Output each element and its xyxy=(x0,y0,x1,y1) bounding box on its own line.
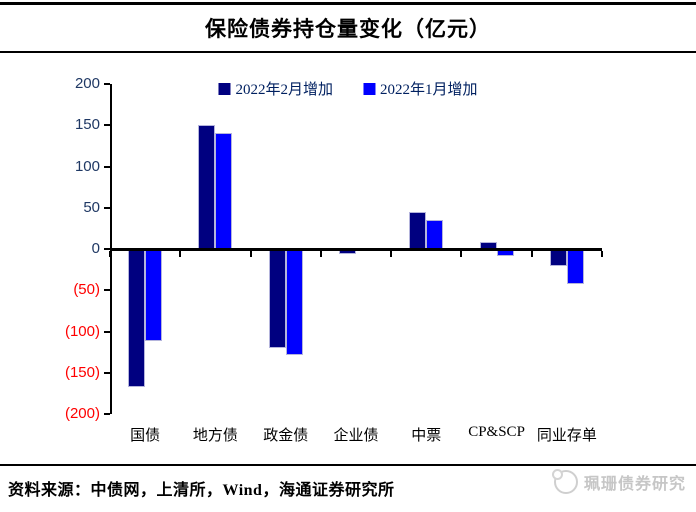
y-tick--150 xyxy=(104,371,110,374)
top-rule xyxy=(0,2,696,5)
y-tick-label--200: (200) xyxy=(64,405,100,422)
bar-series2-政金债 xyxy=(285,249,303,355)
bar-series1-国债 xyxy=(128,249,146,387)
bar-series1-地方债 xyxy=(198,125,216,249)
y-tick-label-150: 150 xyxy=(74,116,100,134)
y-tick-label-100: 100 xyxy=(74,157,100,175)
bar-series1-同业存单 xyxy=(549,249,567,266)
y-tick-150 xyxy=(104,124,110,127)
y-tick-label-50: 50 xyxy=(83,198,100,216)
x-tick-5 xyxy=(460,251,463,257)
watermark-logo-icon xyxy=(551,469,578,494)
x-tick-7 xyxy=(601,251,603,257)
x-tick-1 xyxy=(179,251,182,257)
x-axis xyxy=(110,248,602,251)
x-tick-6 xyxy=(530,251,533,257)
y-tick--200 xyxy=(104,413,110,415)
y-tick-0 xyxy=(104,248,110,250)
y-tick-label--50: (50) xyxy=(73,281,100,299)
x-tick-3 xyxy=(319,251,322,257)
y-tick--100 xyxy=(104,330,110,333)
watermark: 珮珊债券研究 xyxy=(551,469,686,494)
y-tick-200 xyxy=(104,83,110,85)
legend-label: 2022年1月增加 xyxy=(380,82,478,98)
y-tick--50 xyxy=(104,289,110,292)
y-tick-label-0: 0 xyxy=(91,240,100,257)
category-label-政金债: 政金债 xyxy=(263,428,309,444)
bar-series1-中票 xyxy=(409,211,427,249)
x-tick-4 xyxy=(390,251,393,257)
y-tick-label-200: 200 xyxy=(74,75,100,92)
source-divider xyxy=(0,464,696,466)
legend: 2022年2月增加 2022年1月增加 xyxy=(218,78,478,99)
source-text: 资料来源：中债网，上清所，Wind，海通证券研究所 xyxy=(8,482,395,499)
category-label-中票: 中票 xyxy=(411,428,442,444)
category-label-企业债: 企业债 xyxy=(333,428,379,444)
bar-series2-地方债 xyxy=(215,132,233,249)
bar-series1-政金债 xyxy=(268,249,286,348)
category-label-CP&SCP: CP&SCP xyxy=(468,424,525,440)
category-label-同业存单: 同业存单 xyxy=(536,428,597,444)
legend-label: 2022年2月增加 xyxy=(235,82,333,98)
legend-item-1: 2022年2月增加 xyxy=(218,78,333,99)
y-tick-label--100: (100) xyxy=(64,322,100,340)
y-tick-100 xyxy=(104,165,110,168)
category-label-地方债: 地方债 xyxy=(192,428,238,444)
legend-item-2: 2022年1月增加 xyxy=(363,78,478,99)
title-underline xyxy=(0,51,696,53)
y-tick-label--150: (150) xyxy=(64,363,100,381)
category-label-国债: 国债 xyxy=(130,428,161,444)
y-tick-50 xyxy=(104,206,110,209)
watermark-text: 珮珊债券研究 xyxy=(583,476,686,493)
bar-series2-中票 xyxy=(426,220,444,249)
x-tick-0 xyxy=(109,251,111,257)
x-tick-2 xyxy=(249,251,252,257)
bar-series2-同业存单 xyxy=(566,249,584,285)
legend-swatch-icon xyxy=(218,82,231,95)
bar-series2-国债 xyxy=(145,249,163,342)
chart-title: 保险债券持仓量变化（亿元） xyxy=(205,17,491,41)
legend-swatch-icon xyxy=(363,82,375,95)
